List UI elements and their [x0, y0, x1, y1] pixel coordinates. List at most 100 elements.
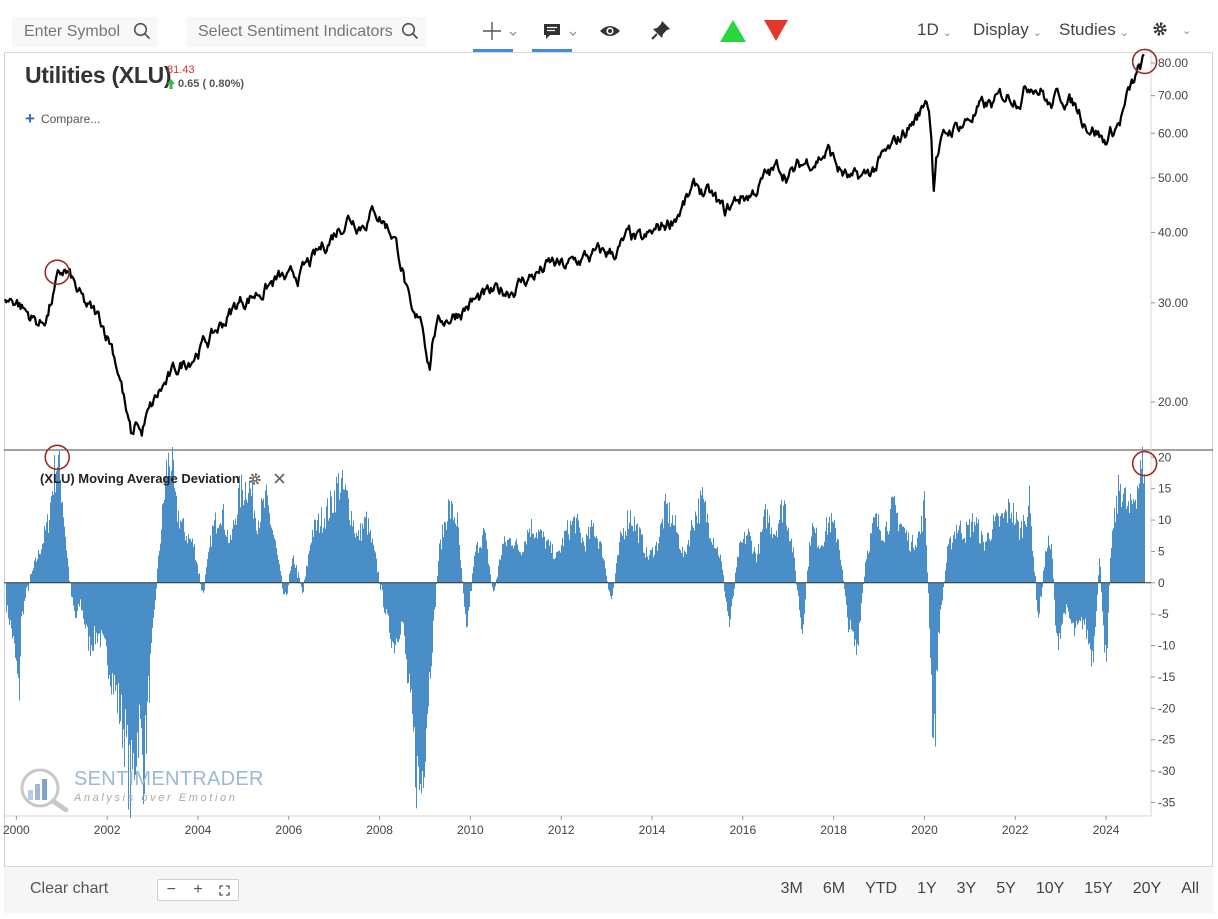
deviation-bar — [662, 518, 663, 583]
clear-chart-button[interactable]: Clear chart — [30, 880, 109, 897]
zoom-out-button[interactable]: − — [166, 881, 176, 898]
deviation-bar — [865, 561, 866, 583]
zoom-in-button[interactable]: + — [193, 881, 203, 898]
deviation-bar — [208, 552, 209, 583]
deviation-bar — [105, 582, 106, 640]
range-3m[interactable]: 3M — [780, 880, 803, 897]
buy-arrow-icon[interactable] — [718, 18, 748, 44]
deviation-bar — [756, 562, 757, 583]
deviation-bar — [1016, 512, 1017, 583]
deviation-bar — [1018, 521, 1019, 583]
close-icon[interactable] — [270, 472, 288, 486]
chart-canvas[interactable]: 80.00 70.00 60.00 50.00 40.00 30.00 20.00 20 15 1… — [0, 0, 1218, 866]
deviation-bar — [207, 559, 208, 583]
deviation-bar — [298, 571, 299, 583]
deviation-bar — [580, 532, 581, 583]
deviation-bar — [942, 582, 943, 601]
deviation-bar — [918, 531, 919, 583]
range-1y[interactable]: 1Y — [917, 880, 937, 897]
deviation-bar — [931, 582, 932, 675]
deviation-bar — [95, 582, 96, 645]
pin-icon[interactable] — [648, 17, 674, 43]
deviation-bar — [1055, 582, 1056, 626]
deviation-bar — [96, 582, 97, 633]
compare-button[interactable]: + Compare... — [25, 110, 100, 127]
deviation-bar — [192, 538, 193, 583]
deviation-bar — [852, 582, 853, 632]
deviation-bar — [358, 530, 359, 583]
range-3y[interactable]: 3Y — [956, 880, 977, 897]
deviation-bar — [543, 531, 544, 583]
sentiment-input[interactable] — [190, 18, 394, 46]
symbol-input[interactable] — [16, 18, 128, 46]
deviation-bar — [270, 524, 271, 583]
deviation-bar — [518, 549, 519, 583]
deviation-bar — [1003, 517, 1004, 583]
deviation-bar — [307, 566, 308, 583]
deviation-bar — [50, 502, 51, 583]
deviation-bar — [533, 533, 534, 583]
x-tick-label: 2016 — [729, 823, 756, 837]
deviation-bar — [1125, 487, 1126, 583]
deviation-bar — [284, 582, 285, 595]
deviation-bar — [781, 500, 782, 583]
deviation-bar — [636, 524, 637, 583]
deviation-bar — [136, 582, 137, 767]
range-ytd[interactable]: YTD — [865, 880, 898, 897]
deviation-bar — [299, 577, 300, 583]
studies-dropdown[interactable]: Studies ⌄ — [1059, 20, 1129, 40]
deviation-bar — [790, 540, 791, 583]
deviation-bar — [721, 561, 722, 583]
deviation-bar — [417, 582, 418, 756]
deviation-bar — [362, 523, 363, 583]
range-10y[interactable]: 10Y — [1035, 880, 1065, 897]
display-dropdown[interactable]: Display ⌄ — [973, 20, 1042, 40]
deviation-bar — [959, 525, 960, 583]
annotation-tool-button[interactable] — [540, 19, 580, 43]
sell-arrow-icon[interactable] — [761, 18, 791, 44]
deviation-bar — [267, 495, 268, 583]
range-all[interactable]: All — [1181, 880, 1199, 897]
crosshair-tool-button[interactable] — [480, 19, 520, 43]
deviation-bar — [451, 500, 452, 583]
deviation-bar — [849, 582, 850, 630]
gear-icon[interactable] — [248, 472, 262, 486]
deviation-bar — [422, 582, 423, 772]
deviation-bar — [409, 582, 410, 674]
deviation-bar — [243, 505, 244, 583]
deviation-bar — [152, 582, 153, 628]
deviation-bar — [609, 582, 610, 592]
deviation-bar — [954, 531, 955, 583]
eye-icon[interactable] — [596, 19, 624, 43]
deviation-bar — [890, 508, 891, 583]
search-icon[interactable] — [130, 19, 154, 43]
interval-dropdown[interactable]: 1D ⌄ — [917, 20, 952, 40]
deviation-bar — [956, 524, 957, 583]
deviation-bar — [462, 581, 463, 583]
settings-dropdown[interactable]: ⌄ — [1152, 20, 1191, 37]
deviation-bar — [810, 545, 811, 583]
deviation-bar — [785, 504, 786, 583]
range-20y[interactable]: 20Y — [1132, 880, 1162, 897]
deviation-bar — [218, 527, 219, 583]
watermark-tagline: Analysis over Emotion — [74, 792, 238, 804]
deviation-bar — [1130, 493, 1131, 583]
deviation-bar — [1061, 582, 1062, 626]
x-tick-label: 2000 — [3, 823, 30, 837]
deviation-bar — [513, 548, 514, 583]
search-icon[interactable] — [398, 19, 422, 43]
deviation-bar — [751, 540, 752, 583]
deviation-bar — [947, 546, 948, 583]
deviation-bar — [456, 526, 457, 583]
range-5y[interactable]: 5Y — [996, 880, 1016, 897]
deviation-bar — [403, 582, 404, 623]
deviation-bar — [131, 582, 132, 741]
range-15y[interactable]: 15Y — [1084, 880, 1113, 897]
deviation-bar — [912, 534, 913, 583]
deviation-bar — [427, 582, 428, 715]
deviation-bar — [981, 531, 982, 583]
price-line — [3, 53, 1145, 437]
deviation-bar — [602, 557, 603, 583]
fit-screen-button[interactable] — [211, 880, 238, 900]
range-6m[interactable]: 6M — [822, 880, 846, 897]
